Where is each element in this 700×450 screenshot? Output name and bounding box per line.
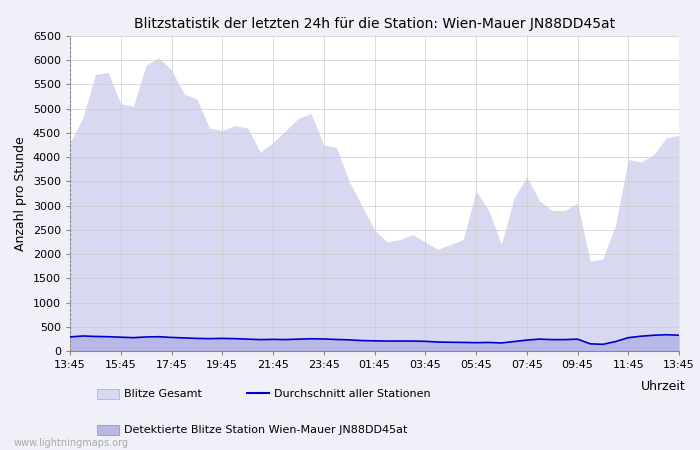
Title: Blitzstatistik der letzten 24h für die Station: Wien-Mauer JN88DD45at: Blitzstatistik der letzten 24h für die S… — [134, 17, 615, 31]
Legend: Detektierte Blitze Station Wien-Mauer JN88DD45at: Detektierte Blitze Station Wien-Mauer JN… — [97, 425, 407, 436]
Y-axis label: Anzahl pro Stunde: Anzahl pro Stunde — [14, 136, 27, 251]
Legend: Blitze Gesamt, Durchschnitt aller Stationen: Blitze Gesamt, Durchschnitt aller Statio… — [97, 389, 431, 400]
Text: www.lightningmaps.org: www.lightningmaps.org — [14, 438, 129, 448]
Text: Uhrzeit: Uhrzeit — [641, 380, 686, 393]
